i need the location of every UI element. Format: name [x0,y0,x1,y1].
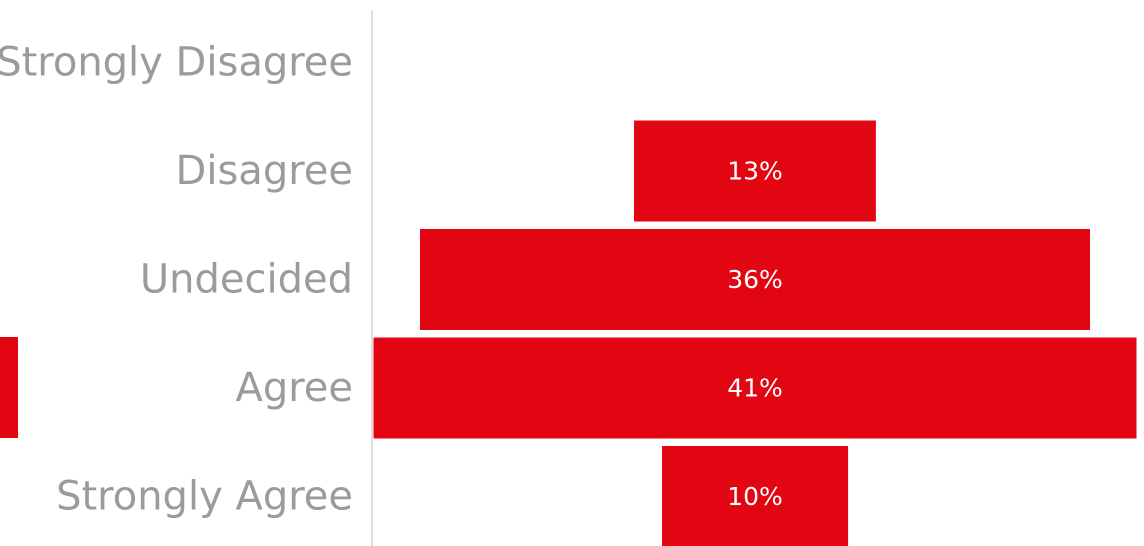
bar-undecided [420,229,1090,330]
category-label-strongly-agree: Strongly Agree [56,474,353,520]
category-label-agree: Agree [235,365,353,411]
value-label-disagree: 13% [727,157,783,186]
value-label-strongly-agree: 10% [727,482,783,511]
bar-agree [373,337,1137,439]
left-edge-bar-fragment [0,337,18,438]
category-label-strongly-disagree: Strongly Disagree [0,40,353,86]
category-label-undecided: Undecided [140,257,353,303]
value-label-undecided: 36% [727,265,783,294]
bar-disagree [634,120,876,222]
category-label-disagree: Disagree [176,148,353,194]
value-labels-group: 13% 36% 41% 10% [727,157,783,512]
bars-group [373,120,1137,546]
bar-strongly-agree [662,446,849,546]
category-labels-group: Strongly Disagree Disagree Undecided Agree S… [0,40,353,520]
value-label-agree: 41% [727,374,783,403]
